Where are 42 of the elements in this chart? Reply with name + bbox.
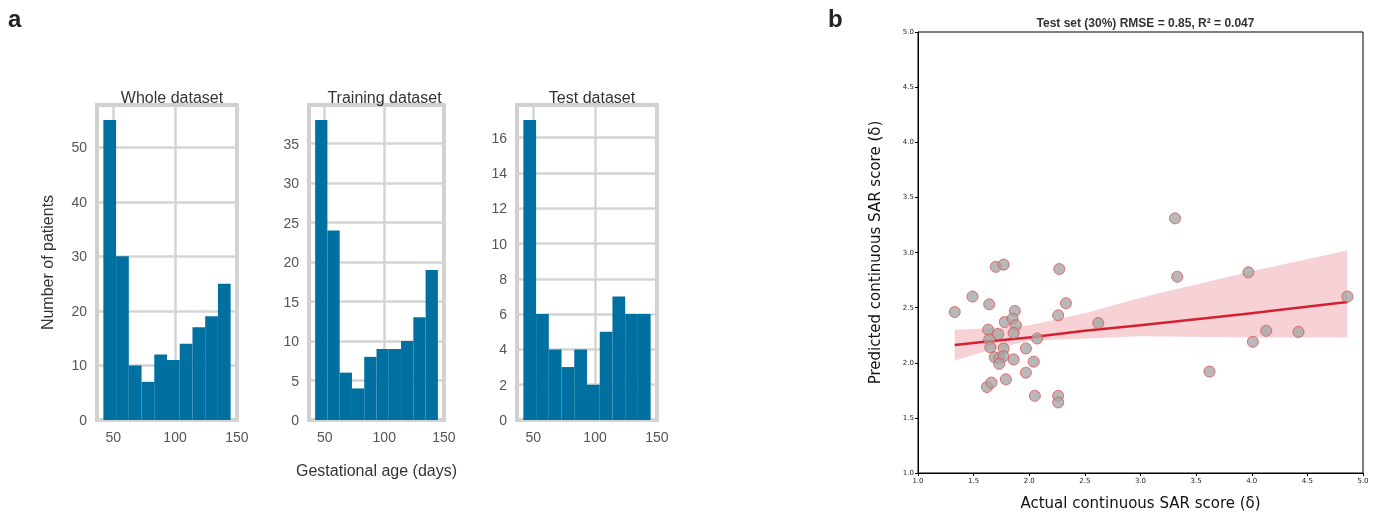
y-tick-label: 10 [283,333,300,350]
y-tick-label: 0 [291,412,300,428]
x-tick-label: 50 [316,429,333,445]
y-tick-label: 2 [499,376,508,393]
y-tick-label: 40 [71,193,88,210]
y-tick-label: 50 [71,139,88,156]
y-tick-label: 15 [283,293,300,310]
text: b [828,4,843,32]
y-tick-label: 10 [71,357,88,374]
y-tick-label: 30 [71,248,88,265]
text: a [8,4,22,32]
y-tick-label: 4 [499,341,508,358]
y-tick-label: 8 [499,270,508,287]
y-tick-label: 14 [491,164,508,181]
y-tick-label: 35 [283,135,300,152]
y-tick-label: 12 [491,200,508,217]
x-tick-label: 150 [225,429,249,445]
chart-title: Test set (30%) RMSE = 0.85, R² = 0.047 [1036,16,1255,30]
x-axis-title: Actual continuous SAR score (δ) [1020,493,1261,512]
x-tick-label: 50 [105,429,122,445]
y-axis-title: Number of patients [38,194,56,331]
y-tick-label: 30 [283,175,300,192]
y-axis-title: Predicted continuous SAR score (δ) [865,120,884,385]
y-tick-label: 20 [283,254,300,271]
x-tick-label: 100 [583,429,607,445]
x-tick-label: 150 [432,429,456,445]
chart-title: Test dataset [548,88,636,106]
y-tick-label: 5 [291,372,300,389]
y-tick-label: 6 [499,306,508,323]
y-tick-label: 20 [71,302,88,319]
x-tick-label: 50 [525,429,542,445]
chart-title: Whole dataset [120,88,224,106]
x-axis-title: Gestational age (days) [296,461,457,479]
y-tick-label: 10 [491,235,508,252]
y-tick-label: 16 [491,129,508,146]
y-tick-label: 25 [283,214,300,231]
y-tick-label: 0 [79,412,88,428]
x-tick-label: 150 [645,429,669,445]
x-tick-label: 100 [372,429,397,445]
y-tick-label: 0 [499,412,508,428]
chart-title: Training dataset [327,88,443,106]
x-tick-label: 100 [163,429,187,445]
